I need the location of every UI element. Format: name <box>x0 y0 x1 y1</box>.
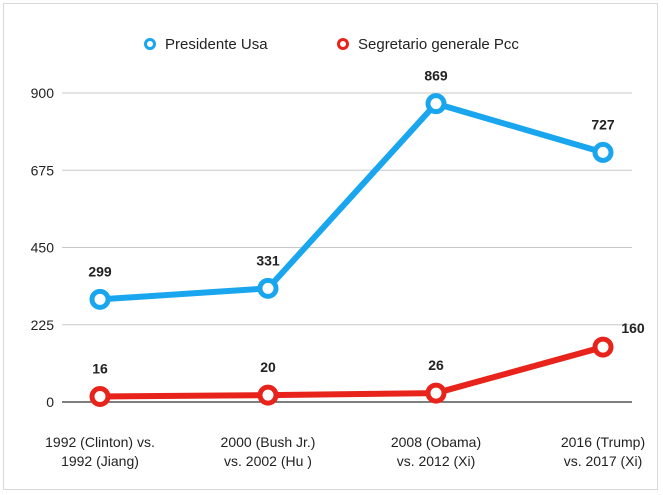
x-tick-label: 2008 (Obama) <box>391 434 481 450</box>
data-label: 727 <box>591 116 615 132</box>
data-label: 26 <box>428 357 444 373</box>
series-line <box>97 100 606 303</box>
data-label: 160 <box>621 320 645 336</box>
legend-label: Presidente Usa <box>165 36 268 53</box>
data-point <box>425 382 447 404</box>
data-point <box>425 93 447 115</box>
x-tick-label: 2016 (Trump) <box>561 434 645 450</box>
x-tick-label: vs. 2002 (Hu ) <box>224 453 312 469</box>
x-tick-label: 1992 (Clinton) vs. <box>45 434 155 450</box>
y-tick-label: 225 <box>31 317 55 333</box>
data-point <box>257 277 279 299</box>
data-point <box>257 384 279 406</box>
x-tick-label: 2000 (Bush Jr.) <box>221 434 316 450</box>
y-tick-label: 900 <box>31 85 55 101</box>
y-tick-label: 450 <box>31 240 55 256</box>
data-point <box>89 386 111 408</box>
data-label: 331 <box>256 252 280 268</box>
series-line <box>97 344 606 400</box>
y-tick-label: 0 <box>46 394 54 410</box>
legend-label: Segretario generale Pcc <box>358 36 519 53</box>
x-tick-label: vs. 2012 (Xi) <box>397 453 476 469</box>
x-tick-label: 1992 (Jiang) <box>61 453 139 469</box>
x-tick-label: vs. 2017 (Xi) <box>564 453 643 469</box>
data-point <box>592 141 614 163</box>
data-label: 16 <box>92 361 108 377</box>
legend-marker <box>144 38 156 50</box>
data-point <box>89 288 111 310</box>
chart-frame <box>3 3 658 490</box>
data-label: 20 <box>260 359 276 375</box>
y-tick-label: 675 <box>31 162 55 178</box>
data-label: 869 <box>424 68 448 84</box>
legend-marker <box>337 38 349 50</box>
data-label: 299 <box>88 263 112 279</box>
data-point <box>592 336 614 358</box>
